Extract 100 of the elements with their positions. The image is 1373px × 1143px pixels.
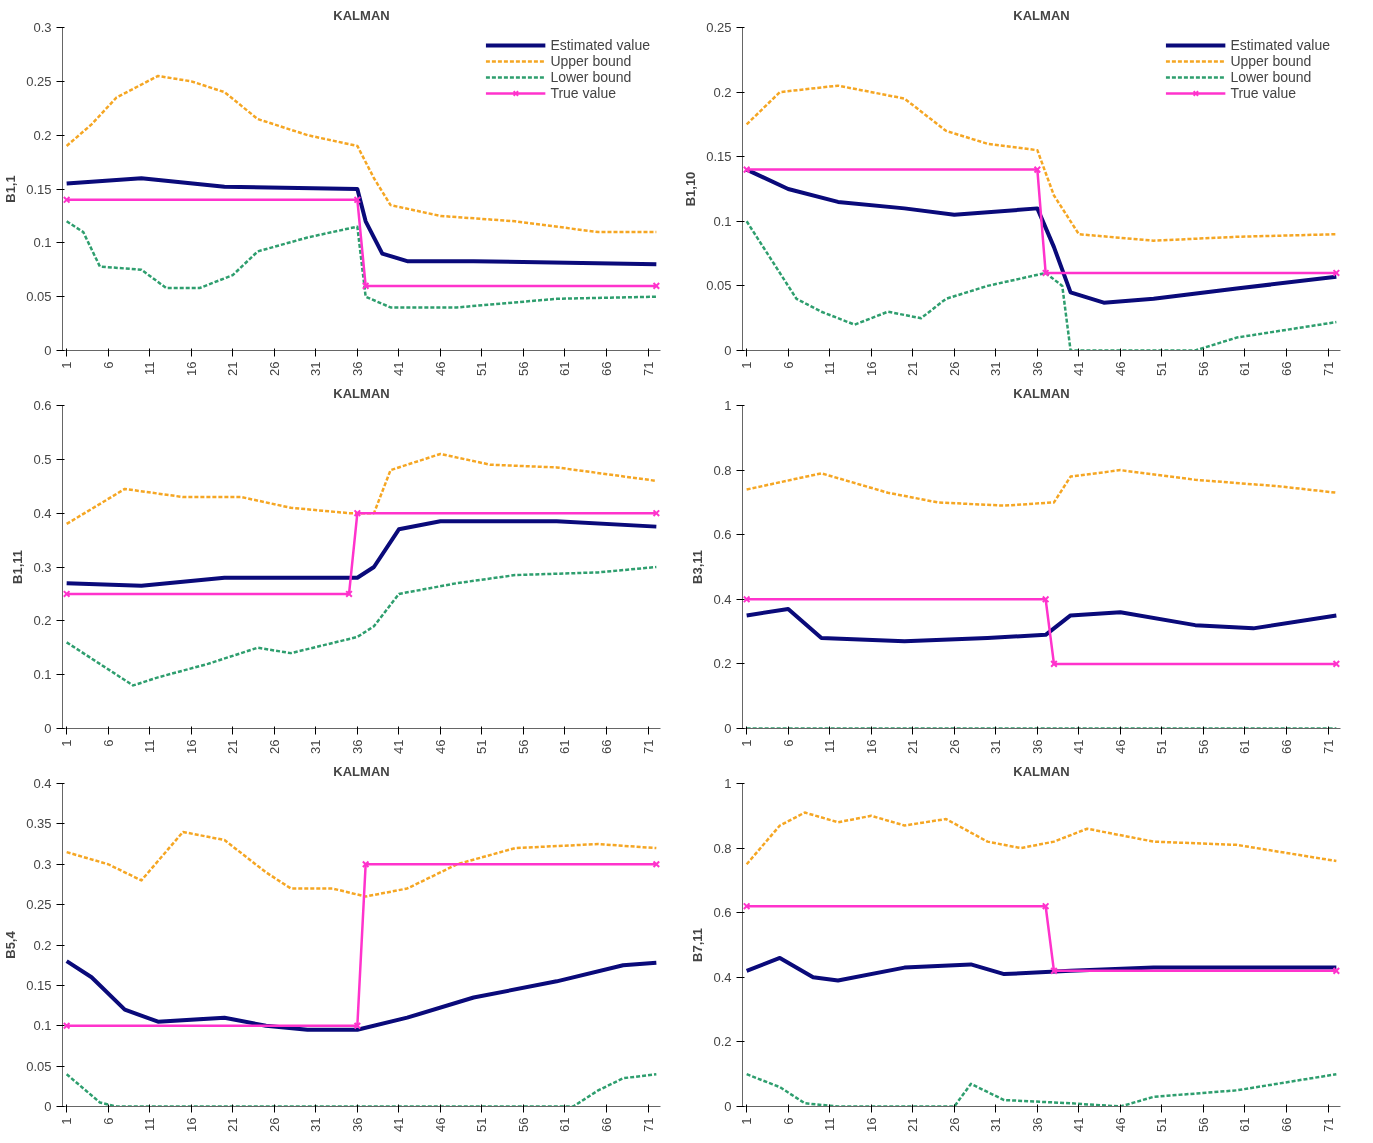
y-tick-label: 0.2	[33, 937, 52, 953]
chart-title: KALMAN	[333, 7, 390, 23]
x-tick-label: 71	[640, 739, 656, 754]
x-tick-label: 66	[1279, 739, 1295, 754]
x-tick-label: 56	[1195, 361, 1211, 376]
y-tick-label: 0	[44, 721, 52, 736]
x-tick-label: 71	[1320, 361, 1336, 376]
y-tick-label: 0.05	[706, 278, 732, 294]
chart-title: KALMAN	[333, 385, 390, 401]
y-tick-label: 0.4	[713, 591, 732, 607]
x-tick-label: 41	[1071, 739, 1087, 754]
legend-label: Upper bound	[1230, 53, 1312, 69]
y-tick-label: 0.3	[33, 20, 52, 35]
x-tick-label: 6	[780, 1117, 796, 1125]
x-tick-label: 41	[391, 361, 407, 376]
x-tick-label: 6	[780, 361, 796, 369]
x-tick-label: 36	[1029, 361, 1045, 376]
x-tick-label: 26	[946, 1117, 962, 1132]
x-tick-label: 1	[59, 1117, 75, 1125]
x-tick-label: 51	[1154, 1117, 1170, 1132]
x-tick-label: 31	[988, 361, 1004, 376]
y-tick-label: 0.6	[713, 527, 732, 543]
x-tick-label: 31	[308, 1117, 324, 1132]
y-tick-label: 0.1	[33, 235, 52, 251]
x-tick-label: 51	[1154, 739, 1170, 754]
y-tick-label: 0.8	[713, 840, 732, 856]
y-tick-label: 0.15	[26, 181, 52, 197]
x-tick-label: 61	[1237, 361, 1253, 376]
x-tick-label: 71	[640, 361, 656, 376]
y-tick-label: 0.15	[26, 977, 52, 993]
y-tick-label: 0.05	[26, 1058, 52, 1074]
x-tick-label: 6	[100, 1117, 116, 1125]
legend-label: Estimated value	[550, 37, 650, 53]
y-tick-label: 1	[724, 398, 732, 413]
x-tick-label: 11	[822, 361, 838, 375]
x-tick-label: 31	[308, 739, 324, 754]
y-axis-title: B1,10	[683, 171, 699, 207]
x-tick-label: 6	[100, 361, 116, 369]
x-tick-label: 56	[1195, 739, 1211, 754]
x-tick-label: 26	[266, 361, 282, 376]
x-tick-label: 56	[515, 739, 531, 754]
x-tick-label: 46	[1112, 739, 1128, 754]
y-tick-label: 0.1	[713, 213, 732, 229]
y-tick-label: 1	[724, 776, 732, 791]
x-tick-label: 11	[822, 1117, 838, 1131]
chart-title: KALMAN	[1013, 385, 1070, 401]
x-tick-label: 51	[1154, 361, 1170, 376]
legend-label: True value	[550, 85, 617, 101]
y-tick-label: 0.5	[33, 451, 52, 467]
x-tick-label: 1	[739, 361, 755, 369]
x-tick-label: 61	[557, 1117, 573, 1132]
x-tick-label: 41	[391, 739, 407, 754]
y-tick-label: 0.25	[706, 20, 732, 35]
y-axis-title: B3,11	[690, 550, 706, 584]
y-tick-label: 0.2	[713, 1034, 732, 1050]
x-tick-label: 61	[1237, 739, 1253, 754]
x-tick-label: 31	[988, 739, 1004, 754]
x-tick-label: 41	[1071, 1117, 1087, 1132]
x-tick-label: 51	[474, 739, 490, 754]
x-tick-label: 71	[1320, 739, 1336, 754]
x-tick-label: 31	[988, 1117, 1004, 1132]
x-tick-label: 46	[432, 739, 448, 754]
x-tick-label: 21	[225, 1117, 241, 1132]
x-tick-label: 26	[946, 739, 962, 754]
x-tick-label: 51	[474, 1117, 490, 1132]
x-tick-label: 36	[1029, 1117, 1045, 1132]
x-tick-label: 51	[474, 361, 490, 376]
y-tick-label: 0.25	[26, 73, 52, 89]
x-tick-label: 21	[225, 739, 241, 754]
x-tick-label: 21	[905, 361, 921, 376]
y-tick-label: 0.1	[33, 667, 52, 683]
x-tick-label: 66	[1279, 361, 1295, 376]
x-tick-label: 36	[349, 739, 365, 754]
x-tick-label: 11	[142, 361, 158, 375]
y-tick-label: 0	[724, 721, 732, 736]
x-tick-label: 56	[515, 1117, 531, 1132]
y-axis-title: B1,1	[3, 175, 19, 203]
x-tick-label: 26	[266, 1117, 282, 1132]
y-tick-label: 0.2	[713, 656, 732, 672]
x-tick-label: 36	[349, 1117, 365, 1132]
y-tick-label: 0.2	[713, 84, 732, 100]
x-tick-label: 71	[640, 1117, 656, 1132]
x-tick-label: 66	[1279, 1117, 1295, 1132]
x-tick-label: 16	[863, 361, 879, 376]
x-tick-label: 11	[142, 739, 158, 753]
x-tick-label: 21	[225, 361, 241, 376]
y-tick-label: 0.35	[26, 816, 52, 832]
x-tick-label: 16	[183, 361, 199, 376]
y-tick-label: 0.25	[26, 897, 52, 913]
x-tick-label: 36	[1029, 739, 1045, 754]
y-tick-label: 0.2	[33, 127, 52, 143]
x-tick-label: 16	[183, 739, 199, 754]
x-tick-label: 1	[59, 739, 75, 747]
x-tick-label: 6	[780, 739, 796, 747]
y-axis-title: B5,4	[3, 930, 19, 959]
y-tick-label: 0.8	[713, 462, 732, 478]
x-tick-label: 41	[391, 1117, 407, 1132]
x-tick-label: 1	[739, 739, 755, 747]
y-tick-label: 0.3	[33, 559, 52, 575]
chart-title: KALMAN	[333, 763, 390, 779]
